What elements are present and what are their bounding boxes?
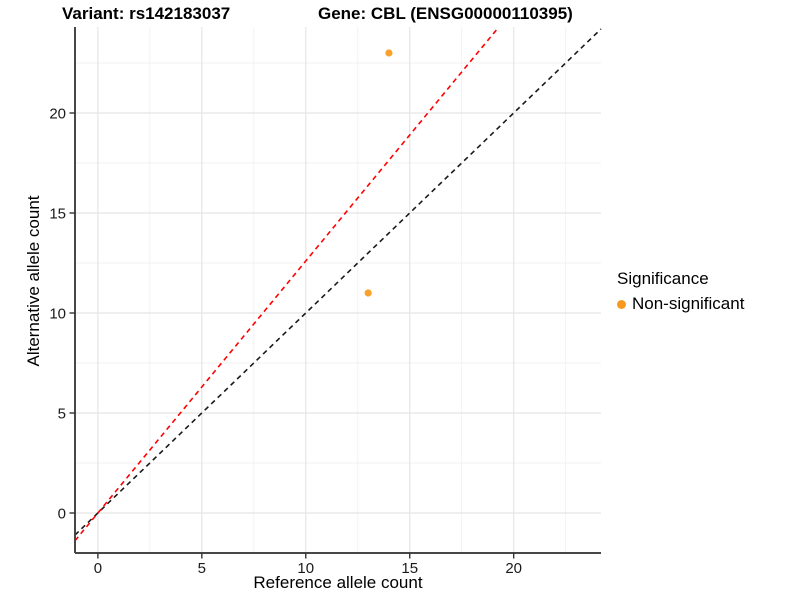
- y-tick-label: 0: [58, 506, 66, 523]
- legend-entry: Non-significant: [617, 294, 744, 314]
- x-tick-label: 0: [94, 560, 102, 577]
- x-tick-label: 20: [505, 560, 522, 577]
- allelic-ratio-line: [74, 26, 500, 542]
- x-axis-label: Reference allele count: [253, 573, 423, 592]
- legend: Significance Non-significant: [617, 269, 744, 314]
- x-tick-label: 15: [401, 560, 418, 577]
- legend-title: Significance: [617, 269, 709, 288]
- identity-line: [74, 28, 602, 536]
- legend-point-icon: [617, 299, 626, 309]
- plot-title-variant: Variant: rs142183037: [62, 4, 231, 23]
- legend-entry-label: Non-significant: [632, 294, 745, 313]
- data-point: [364, 289, 372, 297]
- y-tick-label: 5: [58, 406, 66, 423]
- y-tick-label: 10: [49, 306, 66, 323]
- data-point: [385, 49, 393, 57]
- x-tick-label: 10: [297, 560, 314, 577]
- x-tick-label: 5: [198, 560, 206, 577]
- y-tick-label: 15: [49, 206, 66, 223]
- y-axis-label: Alternative allele count: [24, 195, 43, 367]
- plot-title-gene: Gene: CBL (ENSG00000110395): [318, 4, 573, 23]
- y-tick-label: 20: [49, 106, 66, 123]
